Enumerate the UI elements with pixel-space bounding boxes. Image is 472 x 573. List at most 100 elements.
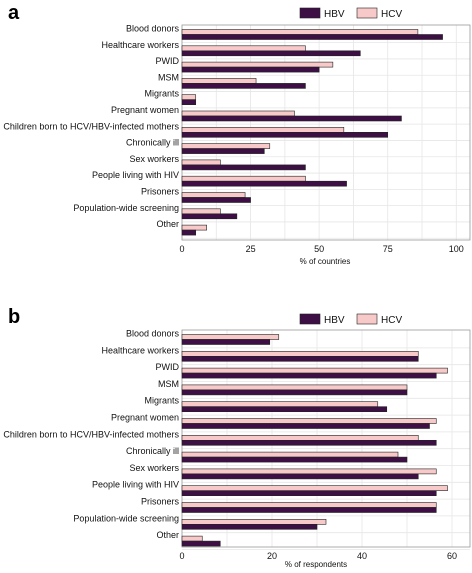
- bar-hbv-pregnant-women: [181, 115, 402, 122]
- category-label-blood-donors: Blood donors: [126, 329, 180, 339]
- bar-hbv-msm: [181, 389, 408, 396]
- legend-swatch-hbv-a: [299, 7, 321, 19]
- bar-hcv-msm: [181, 78, 257, 84]
- x-tick-label-b: 20: [267, 551, 277, 561]
- bar-hcv-sex-workers: [181, 468, 437, 475]
- bar-hcv-blood-donors: [181, 29, 419, 35]
- bar-hcv-pregnant-women: [181, 418, 437, 424]
- category-label-population-wide-screening: Population-wide screening: [73, 203, 179, 213]
- x-tick-label-a: 100: [449, 244, 464, 254]
- category-label-people-living-with-hiv: People living with HIV: [92, 480, 179, 490]
- bar-hbv-migrants: [181, 99, 197, 105]
- category-label-prisoners: Prisoners: [141, 497, 180, 507]
- bar-hbv-population-wide-screening: [181, 523, 318, 530]
- bar-hbv-children-born-to-hcv-hbv-infected-mothers: [181, 132, 389, 138]
- x-tick-labels-a: 0 25 50 75 100: [179, 244, 463, 254]
- category-label-chronically-ill: Chronically ill: [126, 446, 179, 456]
- category-label-healthcare-workers: Healthcare workers: [101, 345, 179, 355]
- bar-hcv-people-living-with-hiv: [181, 175, 306, 182]
- bar-hcv-migrants: [181, 94, 197, 100]
- category-label-migrants: Migrants: [144, 396, 179, 406]
- bar-hbv-blood-donors: [181, 339, 271, 345]
- category-label-pwid: PWID: [156, 362, 180, 372]
- grid-a: [181, 24, 471, 241]
- bar-hcv-pregnant-women: [181, 110, 295, 117]
- bar-hcv-blood-donors: [181, 334, 280, 340]
- legend-swatch-hbv-b: [299, 313, 321, 325]
- bar-hcv-healthcare-workers: [181, 350, 419, 357]
- bar-hbv-blood-donors: [181, 34, 443, 40]
- bar-hcv-prisoners: [181, 502, 437, 508]
- x-tick-label-b: 40: [357, 551, 367, 561]
- bar-hbv-chronically-ill: [181, 148, 265, 154]
- legend-label-hcv-a: HCV: [381, 9, 402, 20]
- bar-hbv-pregnant-women: [181, 423, 430, 429]
- legend-label-hbv-a: HBV: [324, 9, 345, 20]
- bar-hcv-other: [181, 535, 203, 542]
- legend-b: HBV HCV: [299, 313, 402, 326]
- category-label-pregnant-women: Pregnant women: [111, 413, 179, 423]
- category-labels-b: Blood donors Healthcare workers PWID MSM Mig…: [3, 329, 179, 541]
- category-label-sex-workers: Sex workers: [129, 154, 179, 164]
- bar-hbv-sex-workers: [181, 473, 419, 480]
- chart-panel-b: b HBV HCV Blood donors Healthcare workers…: [3, 306, 471, 569]
- chart-panel-a: a HBV HCV Blood donors Healthcare workers…: [3, 2, 471, 266]
- category-label-population-wide-screening: Population-wide screening: [73, 513, 179, 523]
- legend-a: HBV HCV: [299, 7, 402, 20]
- category-label-msm: MSM: [158, 72, 179, 82]
- x-tick-labels-b: 0 20 40 60: [179, 551, 457, 561]
- bar-hcv-other: [181, 224, 207, 231]
- category-label-healthcare-workers: Healthcare workers: [101, 40, 179, 50]
- x-tick-label-b: 60: [447, 551, 457, 561]
- bar-hcv-chronically-ill: [181, 143, 271, 149]
- x-tick-label-a: 25: [246, 244, 256, 254]
- category-label-children-born-to-hcv-hbv-infected-mothers: Children born to HCV/HBV-infected mother…: [3, 121, 179, 131]
- bar-hcv-children-born-to-hcv-hbv-infected-mothers: [181, 127, 345, 133]
- category-label-other: Other: [156, 219, 179, 229]
- x-tick-label-a: 0: [179, 244, 184, 254]
- category-labels-a: Blood donors Healthcare workers PWID MSM Mig…: [3, 24, 179, 230]
- panel-letter-a: a: [8, 2, 20, 24]
- bars-b: [181, 334, 448, 547]
- category-label-other: Other: [156, 530, 179, 540]
- bar-hbv-people-living-with-hiv: [181, 180, 347, 187]
- x-tick-label-a: 50: [314, 244, 324, 254]
- bar-hcv-migrants: [181, 401, 379, 408]
- bar-hcv-population-wide-screening: [181, 518, 327, 525]
- bar-hcv-children-born-to-hcv-hbv-infected-mothers: [181, 434, 419, 441]
- category-label-chronically-ill: Chronically ill: [126, 138, 179, 148]
- legend-label-hbv-b: HBV: [324, 315, 345, 326]
- bar-hbv-prisoners: [181, 197, 251, 203]
- category-label-children-born-to-hcv-hbv-infected-mothers: Children born to HCV/HBV-infected mother…: [3, 429, 179, 439]
- bar-hcv-chronically-ill: [181, 451, 399, 458]
- bar-hbv-pwid: [181, 372, 437, 379]
- bar-hcv-pwid: [181, 61, 334, 68]
- bar-hbv-healthcare-workers: [181, 355, 419, 362]
- category-label-migrants: Migrants: [144, 89, 179, 99]
- panel-letter-b: b: [8, 306, 20, 328]
- x-axis-title-b: % of respondents: [285, 560, 347, 569]
- bar-hbv-sex-workers: [181, 164, 306, 171]
- bar-hbv-chronically-ill: [181, 456, 408, 463]
- bar-hbv-healthcare-workers: [181, 50, 361, 57]
- category-label-pwid: PWID: [156, 56, 180, 66]
- x-tick-label-a: 75: [383, 244, 393, 254]
- bar-hcv-prisoners: [181, 192, 246, 198]
- category-label-pregnant-women: Pregnant women: [111, 105, 179, 115]
- bar-hbv-migrants: [181, 406, 388, 413]
- category-label-prisoners: Prisoners: [141, 187, 180, 197]
- bar-hcv-people-living-with-hiv: [181, 485, 448, 492]
- bar-hbv-pwid: [181, 66, 320, 73]
- bar-hcv-healthcare-workers: [181, 45, 306, 52]
- x-axis-title-a: % of countries: [300, 257, 351, 266]
- bar-hbv-prisoners: [181, 507, 437, 513]
- bar-hbv-people-living-with-hiv: [181, 490, 437, 497]
- x-tick-label-b: 0: [179, 551, 184, 561]
- bar-hbv-other: [181, 540, 221, 547]
- legend-swatch-hcv-b: [356, 313, 378, 325]
- category-label-msm: MSM: [158, 379, 179, 389]
- bar-hcv-pwid: [181, 367, 448, 374]
- bar-hcv-msm: [181, 384, 408, 391]
- category-label-blood-donors: Blood donors: [126, 24, 180, 34]
